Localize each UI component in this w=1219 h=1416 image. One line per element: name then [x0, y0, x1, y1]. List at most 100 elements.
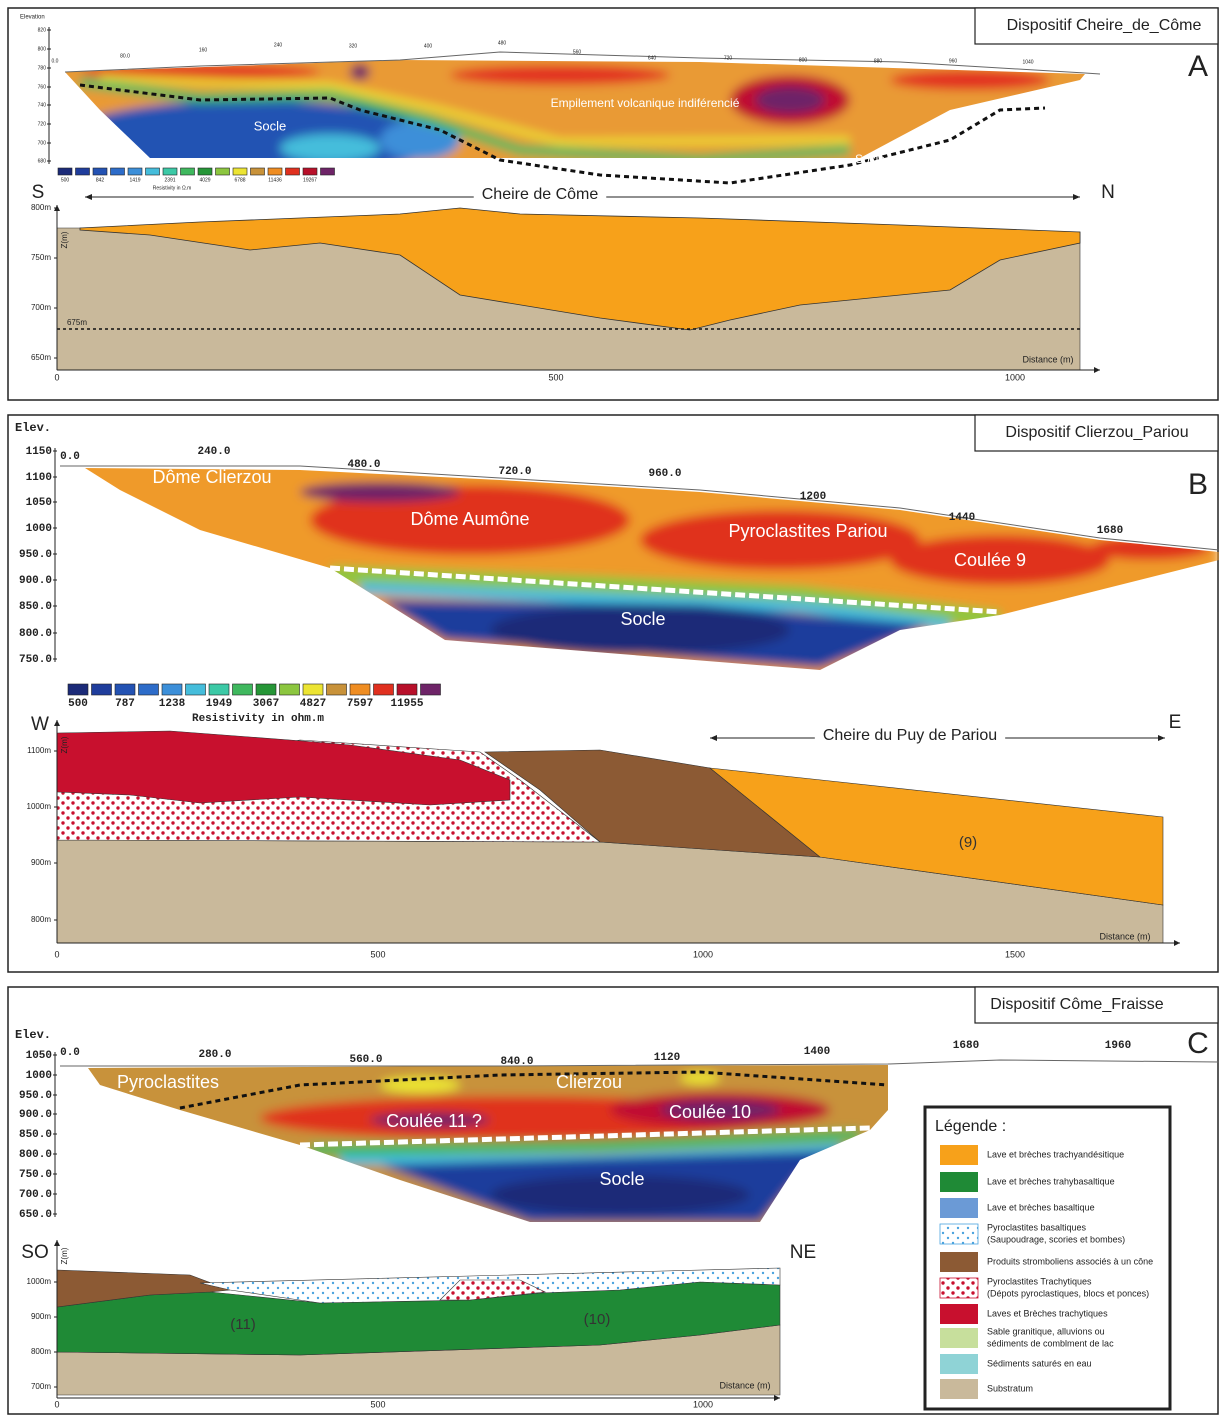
- ert-y-label: Elevation: [20, 15, 45, 21]
- ert-x-tick-label: 1680: [953, 1040, 979, 1052]
- direction-label: Cheire du Puy de Pariou: [823, 727, 997, 744]
- colorbar-tick-label: 2391: [164, 177, 175, 183]
- ert-y-label: Elev.: [15, 421, 51, 435]
- axis-arrow: [54, 1240, 60, 1246]
- ert-y-tick-label: 700.0: [19, 1189, 52, 1201]
- trachytic-lava: [56, 730, 511, 806]
- orientation-label: N: [1101, 182, 1115, 203]
- colorbar-tick-label: 842: [96, 177, 105, 183]
- ert-y-tick-label: 740: [38, 102, 47, 108]
- ert-x-tick-label: 1200: [800, 491, 826, 503]
- lava-trachyandesite: [79, 207, 1081, 331]
- ert-y-tick-label: 900.0: [19, 1109, 52, 1121]
- panel-title: Dispositif Côme_Fraisse: [990, 996, 1163, 1013]
- colorbar-label: Resistivity in ohm.m: [192, 713, 324, 725]
- colorbar-swatch: [208, 683, 230, 696]
- resistivity-zone: [380, 120, 460, 158]
- section-annotation: (10): [584, 1311, 611, 1328]
- colorbar-tick-label: 500: [68, 698, 88, 710]
- legend-label: Substratum: [987, 1383, 1033, 1393]
- ert-x-tick-label: 400: [424, 43, 433, 49]
- resistivity-band: [309, 1129, 861, 1156]
- axis-arrow: [1094, 367, 1100, 373]
- colorbar-swatch: [197, 167, 213, 176]
- trachytic-pyroclastites: [439, 1279, 547, 1301]
- colorbar-swatch: [215, 167, 230, 176]
- ert-x-tick-label: 160: [199, 47, 208, 53]
- dashed-boundary: [79, 83, 1046, 185]
- title-box: [974, 986, 1219, 1024]
- ert-y-tick-label: 750.0: [19, 1169, 52, 1181]
- ert-y-tick-label: 700: [38, 140, 47, 146]
- section-y-tick-label: 800m: [31, 915, 51, 924]
- legend-label: sédiments de comblment de lac: [987, 1338, 1114, 1348]
- ert-x-tick-label: 280.0: [198, 1049, 231, 1061]
- colorbar-tick-label: 1419: [129, 177, 140, 183]
- colorbar-tick-label: 4827: [300, 698, 326, 710]
- section-x-tick-label: 500: [548, 372, 563, 382]
- colorbar-swatch: [161, 683, 183, 696]
- axis-arrow: [54, 720, 60, 726]
- colorbar-tick-label: 11955: [390, 698, 423, 710]
- colorbar-tick-label: 1949: [206, 698, 232, 710]
- topography: [64, 51, 1101, 75]
- colorbar-tick-label: 3067: [253, 698, 279, 710]
- ert-y-tick-label: 1100: [26, 472, 52, 484]
- axis-arrow: [774, 1395, 780, 1401]
- ert-x-tick-label: 0.0: [52, 58, 59, 64]
- colorbar-swatch: [114, 683, 136, 696]
- colorbar-swatch: [185, 683, 206, 696]
- section-y-tick-label: 650m: [31, 353, 51, 362]
- section-annotation: 675m: [67, 318, 87, 327]
- ert-y-tick-label: 680: [38, 158, 47, 164]
- colorbar-tick-label: 500: [61, 177, 70, 183]
- colorbar-swatch: [232, 167, 248, 176]
- legend-swatch: [940, 1328, 978, 1348]
- resistivity-zone: [370, 1113, 490, 1127]
- section-y-tick-label: 800m: [31, 203, 51, 212]
- axis-arrow: [1158, 735, 1165, 741]
- section-y-tick-label: 1000m: [27, 1277, 52, 1286]
- resistivity-zone: [380, 1077, 460, 1093]
- ert-unit-label: Dôme Clierzou: [152, 467, 271, 487]
- ert-y-tick-label: 1150: [26, 446, 52, 458]
- ert-x-tick-label: 1040: [1022, 59, 1033, 65]
- legend-swatch: [940, 1379, 978, 1399]
- section-y-tick-label: 800m: [31, 1347, 51, 1356]
- legend-label: Sable granitique, alluvions ou: [987, 1326, 1105, 1336]
- ert-y-tick-label: 750.0: [19, 654, 52, 666]
- colorbar-swatch: [326, 683, 347, 696]
- legend-title: Légende :: [935, 1118, 1006, 1135]
- resistivity-zone: [490, 1175, 750, 1215]
- ert-y-tick-label: 850.0: [19, 601, 52, 613]
- resistivity-zone: [280, 134, 380, 158]
- colorbar-swatch: [232, 683, 253, 696]
- legend-label: Lave et brèches trachyandésitique: [987, 1149, 1124, 1159]
- section-x-tick-label: 0: [54, 1399, 59, 1409]
- resistivity-band: [79, 77, 851, 158]
- colorbar-swatch: [91, 683, 112, 696]
- section-y-label: Z(m): [60, 736, 69, 753]
- ert-unit-label: Pyroclastites: [117, 1072, 219, 1092]
- section-x-tick-label: 1000: [693, 1399, 713, 1409]
- resistivity-zone: [1090, 536, 1210, 560]
- section-y-tick-label: 900m: [31, 1312, 51, 1321]
- resistivity-zone: [310, 485, 630, 555]
- section-y-label: Z(m): [60, 231, 69, 248]
- legend-label: Produits stromboliens associés à un cône: [987, 1256, 1153, 1266]
- colorbar-swatch: [349, 683, 371, 696]
- orientation-label: S: [32, 182, 45, 203]
- section-x-tick-label: 500: [370, 1399, 385, 1409]
- section-x-tick-label: 500: [370, 949, 385, 959]
- section-x-tick-label: 1500: [1005, 949, 1025, 959]
- ert-y-tick-label: 900.0: [19, 575, 52, 587]
- panel-title: Dispositif Cheire_de_Côme: [1007, 17, 1202, 34]
- ert-x-tick-label: 840.0: [500, 1056, 533, 1068]
- ert-y-tick-label: 950.0: [19, 549, 52, 561]
- section-x-label: Distance (m): [1099, 931, 1150, 941]
- section-x-label: Distance (m): [719, 1380, 770, 1390]
- colorbar-tick-label: 11436: [268, 177, 282, 183]
